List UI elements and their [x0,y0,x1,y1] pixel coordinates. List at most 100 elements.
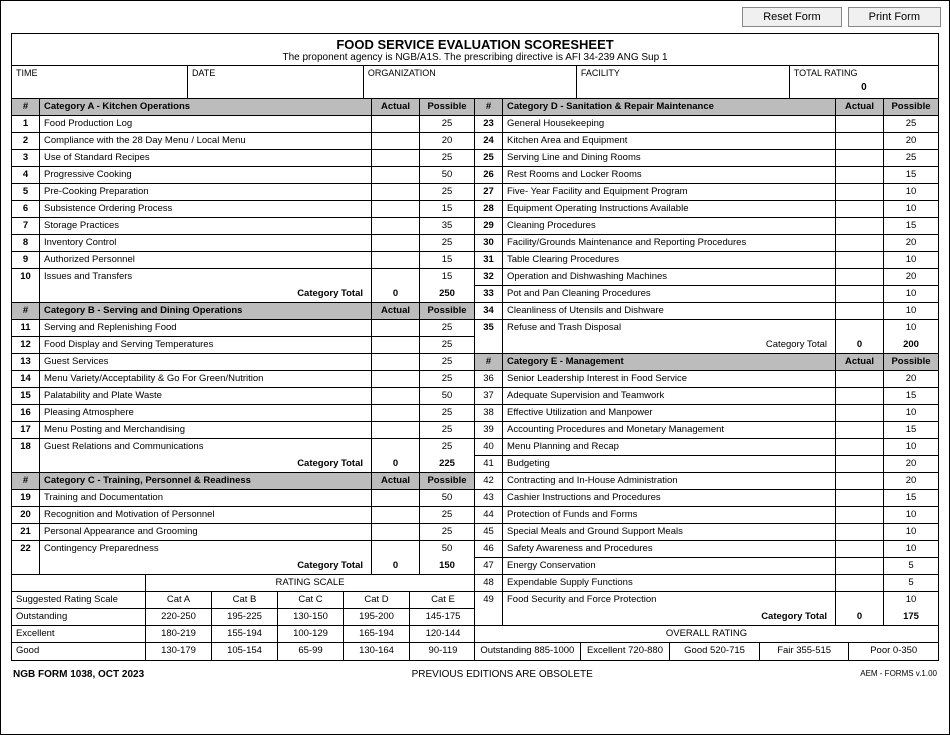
row-actual[interactable] [836,201,884,217]
row-actual[interactable] [372,524,420,540]
row-actual[interactable] [372,439,420,456]
row-actual[interactable] [372,235,420,251]
row-actual[interactable] [372,150,420,166]
print-button[interactable]: Print Form [848,7,941,27]
row-actual[interactable] [836,575,884,591]
row-actual[interactable] [372,490,420,506]
rating-value: 220-250 [146,609,212,625]
row-possible: 20 [420,133,474,149]
row-actual[interactable] [836,456,884,472]
row-actual[interactable] [372,354,420,370]
row-actual[interactable] [372,116,420,132]
row-number: 22 [12,541,40,558]
row-actual[interactable] [836,524,884,540]
score-row: 15Palatability and Plate Waste50 [12,388,474,405]
row-actual[interactable] [372,269,420,286]
score-row: 13Guest Services25 [12,354,474,371]
row-actual[interactable] [372,218,420,234]
score-row: 38Effective Utilization and Manpower10 [475,405,938,422]
row-actual[interactable] [372,201,420,217]
row-actual[interactable] [836,592,884,609]
row-possible: 25 [420,320,474,336]
row-possible: 20 [884,133,938,149]
row-actual[interactable] [836,371,884,387]
facility-field[interactable] [581,78,785,96]
row-actual[interactable] [836,558,884,574]
row-actual[interactable] [836,167,884,183]
date-label: DATE [192,68,359,78]
row-possible: 10 [884,405,938,421]
cat-e-total-label: Category Total [503,609,836,625]
rating-value: 65-99 [278,643,344,660]
row-desc: Progressive Cooking [40,167,372,183]
row-actual[interactable] [372,252,420,268]
reset-button[interactable]: Reset Form [742,7,841,27]
row-number: 19 [12,490,40,506]
row-possible: 15 [884,218,938,234]
row-possible: 15 [420,201,474,217]
row-desc: Energy Conservation [503,558,836,574]
row-actual[interactable] [836,541,884,557]
row-actual[interactable] [836,218,884,234]
score-row: 26Rest Rooms and Locker Rooms15 [475,167,938,184]
row-actual[interactable] [372,133,420,149]
rating-value: 180-219 [146,626,212,642]
score-row: 7Storage Practices35 [12,218,474,235]
row-actual[interactable] [836,405,884,421]
row-actual[interactable] [836,252,884,268]
row-actual[interactable] [836,473,884,489]
row-possible: 10 [884,201,938,217]
score-row: 25Serving Line and Dining Rooms25 [475,150,938,167]
time-field[interactable] [16,78,183,96]
row-actual[interactable] [836,320,884,337]
row-possible: 25 [420,184,474,200]
score-columns: # Category A - Kitchen Operations Actual… [12,99,938,660]
rating-value: 155-194 [212,626,278,642]
row-actual[interactable] [836,269,884,285]
row-desc: Table Clearing Procedures [503,252,836,268]
cat-b-total-possible: 225 [420,456,474,472]
row-actual[interactable] [836,388,884,404]
row-desc: Pre-Cooking Preparation [40,184,372,200]
score-row: 3Use of Standard Recipes25 [12,150,474,167]
date-field[interactable] [192,78,359,96]
row-actual[interactable] [372,405,420,421]
row-actual[interactable] [372,184,420,200]
row-possible: 10 [884,439,938,455]
row-number: 5 [12,184,40,200]
rating-label: Excellent [12,626,146,642]
row-actual[interactable] [836,150,884,166]
row-actual[interactable] [836,422,884,438]
row-desc: Pleasing Atmosphere [40,405,372,421]
row-possible: 10 [884,524,938,540]
row-number: 48 [475,575,503,591]
row-actual[interactable] [836,490,884,506]
facility-label: FACILITY [581,68,785,78]
row-actual[interactable] [372,507,420,523]
org-field[interactable] [368,78,572,96]
row-actual[interactable] [372,167,420,183]
row-actual[interactable] [836,507,884,523]
row-actual[interactable] [836,303,884,319]
row-actual[interactable] [372,422,420,438]
row-actual[interactable] [836,439,884,455]
row-actual[interactable] [372,371,420,387]
row-number: 28 [475,201,503,217]
row-actual[interactable] [372,320,420,336]
row-actual[interactable] [836,116,884,132]
row-desc: Inventory Control [40,235,372,251]
row-actual[interactable] [836,286,884,302]
row-actual[interactable] [836,235,884,251]
row-possible: 25 [420,422,474,438]
row-possible: 25 [420,337,474,353]
row-actual[interactable] [372,541,420,558]
score-row: 11Serving and Replenishing Food25 [12,320,474,337]
row-possible: 25 [420,371,474,387]
row-actual[interactable] [836,133,884,149]
row-actual[interactable] [836,184,884,200]
row-possible: 5 [884,558,938,574]
row-actual[interactable] [372,388,420,404]
row-actual[interactable] [372,337,420,353]
row-number: 1 [12,116,40,132]
editions-note: PREVIOUS EDITIONS ARE OBSOLETE [412,669,593,680]
